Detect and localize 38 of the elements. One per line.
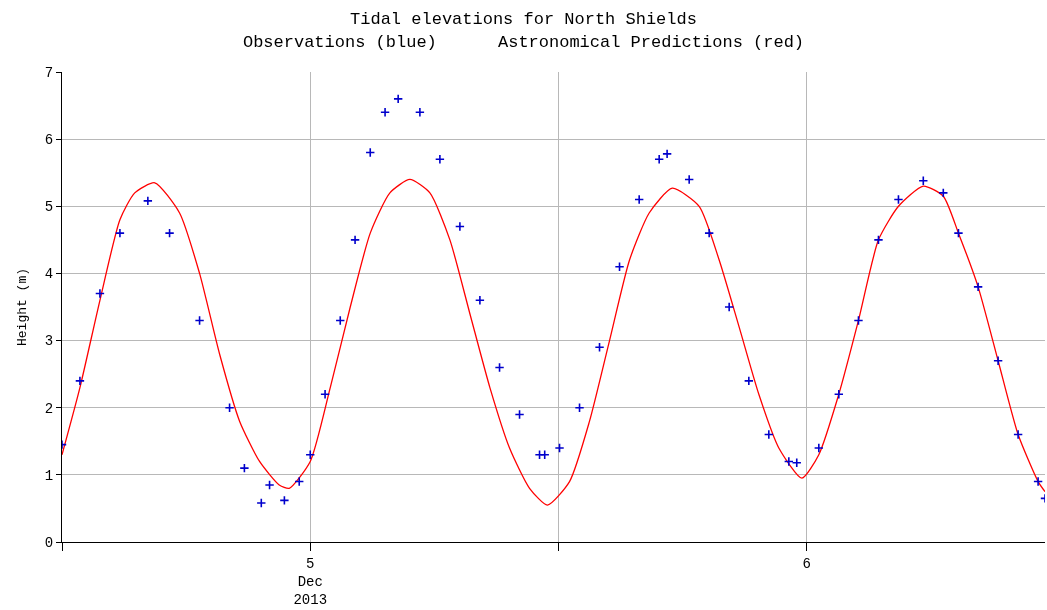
y-tick-label: 5: [44, 199, 54, 216]
point: [704, 228, 715, 239]
point: [791, 457, 802, 468]
chart-subtitle: Observations (blue) Astronomical Predictions (red): [242, 32, 805, 52]
point: [434, 154, 445, 165]
point: [350, 234, 361, 245]
point: [813, 443, 824, 453]
point: [743, 375, 754, 386]
point: [724, 302, 735, 312]
point: [918, 175, 929, 186]
chart-title: Tidal elevations for North Shields: [350, 10, 697, 30]
point: [414, 107, 425, 118]
point: [74, 375, 85, 386]
point: [380, 107, 391, 118]
point: [662, 148, 673, 159]
point: [938, 187, 949, 198]
point: [973, 281, 984, 292]
y-tick-label: 1: [44, 467, 54, 484]
point: [305, 449, 316, 460]
point: [539, 449, 550, 460]
y-tick-label: 4: [44, 266, 54, 283]
y-tick-label: 3: [44, 333, 54, 350]
point: [114, 228, 125, 239]
point: [320, 389, 331, 400]
y-tick-label: 6: [44, 132, 54, 149]
point: [833, 389, 844, 400]
point: [256, 498, 267, 509]
point: [474, 295, 485, 306]
point: [654, 154, 665, 165]
y-tick-label: 7: [44, 64, 54, 81]
line-series: [62, 178, 1045, 506]
x-tick-label: 5 Dec 2013: [293, 555, 328, 609]
point: [393, 93, 404, 104]
y-tick-label: 2: [44, 400, 54, 417]
point: [142, 195, 153, 206]
y-tick-label: 0: [44, 534, 54, 551]
y-axis-title: Height (m): [15, 267, 30, 347]
point: [993, 355, 1004, 366]
